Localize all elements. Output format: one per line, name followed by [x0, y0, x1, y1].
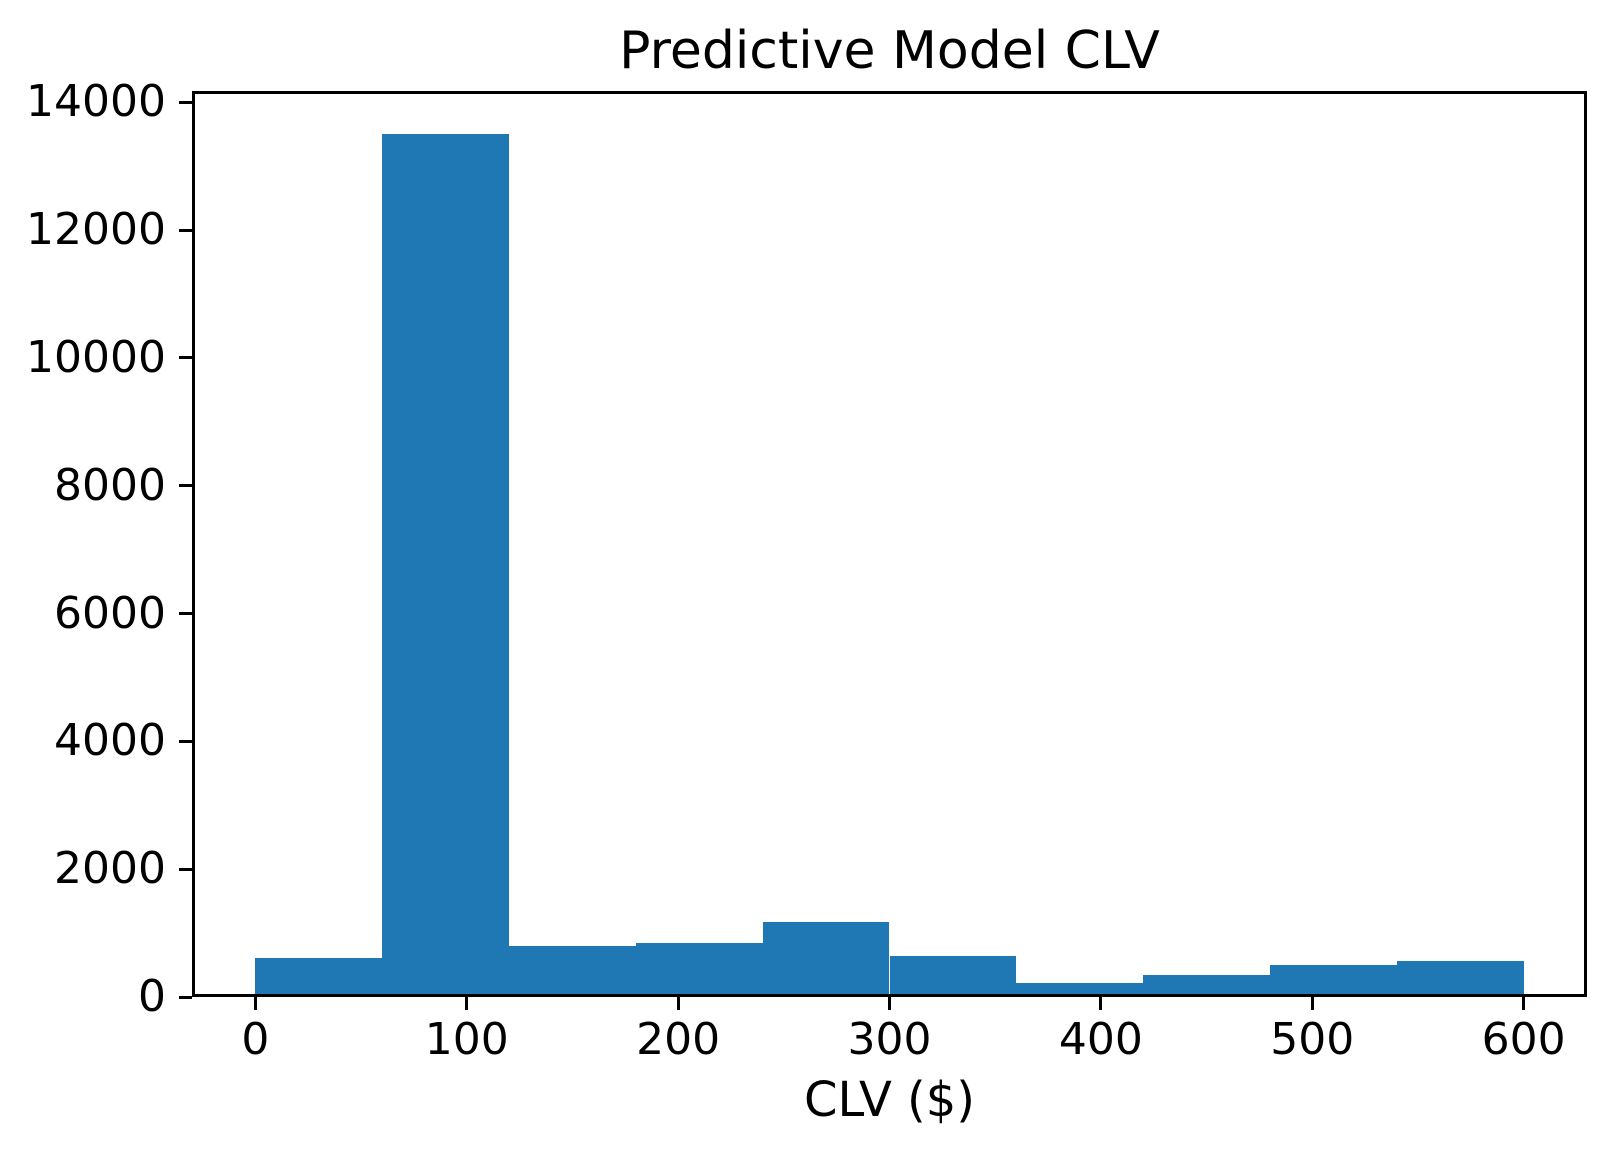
y-tick-mark	[179, 612, 192, 615]
x-tick-mark	[1099, 997, 1103, 1010]
y-tick-mark	[179, 100, 192, 104]
y-tick-label: 6000	[54, 587, 166, 639]
histogram-bar	[762, 922, 890, 997]
chart-title: Predictive Model CLV	[619, 21, 1160, 81]
histogram-bar	[1143, 974, 1270, 997]
x-tick-mark	[1522, 997, 1526, 1010]
y-tick-mark	[179, 356, 192, 360]
x-tick-label: 600	[1481, 1014, 1566, 1065]
y-tick-label: 4000	[54, 715, 166, 767]
y-tick-label: 8000	[54, 459, 166, 511]
plot-area	[192, 91, 1587, 997]
x-tick-label: 100	[424, 1014, 509, 1065]
x-tick-label: 400	[1058, 1014, 1143, 1065]
histogram-bar	[509, 945, 636, 997]
y-tick-label: 2000	[54, 843, 166, 895]
histogram-bar	[889, 956, 1017, 997]
y-tick-mark	[179, 995, 192, 999]
x-tick-mark	[888, 997, 891, 1010]
x-tick-mark	[253, 997, 257, 1010]
x-tick-label: 200	[636, 1014, 721, 1065]
x-tick-label: 500	[1270, 1014, 1355, 1065]
y-tick-mark	[179, 867, 192, 871]
y-tick-label: 14000	[26, 76, 166, 128]
y-tick-mark	[179, 484, 192, 488]
x-tick-mark	[1310, 997, 1314, 1010]
y-tick-mark	[179, 228, 192, 232]
y-tick-mark	[179, 739, 192, 743]
histogram-bar	[382, 134, 510, 997]
histogram-bar	[255, 957, 383, 997]
histogram-bar	[1016, 983, 1144, 997]
x-tick-label: 300	[847, 1014, 932, 1065]
x-tick-mark	[465, 997, 469, 1010]
y-tick-label: 12000	[26, 204, 166, 256]
histogram-bar	[1269, 965, 1397, 997]
x-tick-label: 0	[241, 1014, 270, 1065]
x-tick-mark	[676, 997, 680, 1010]
histogram-bar	[635, 943, 763, 997]
y-tick-label: 10000	[26, 331, 166, 383]
x-axis-label: CLV ($)	[803, 1072, 976, 1128]
bars-layer	[192, 91, 1587, 997]
axes-spines	[192, 91, 1587, 997]
y-tick-label: 0	[138, 971, 166, 1022]
histogram-bar	[1396, 960, 1524, 997]
